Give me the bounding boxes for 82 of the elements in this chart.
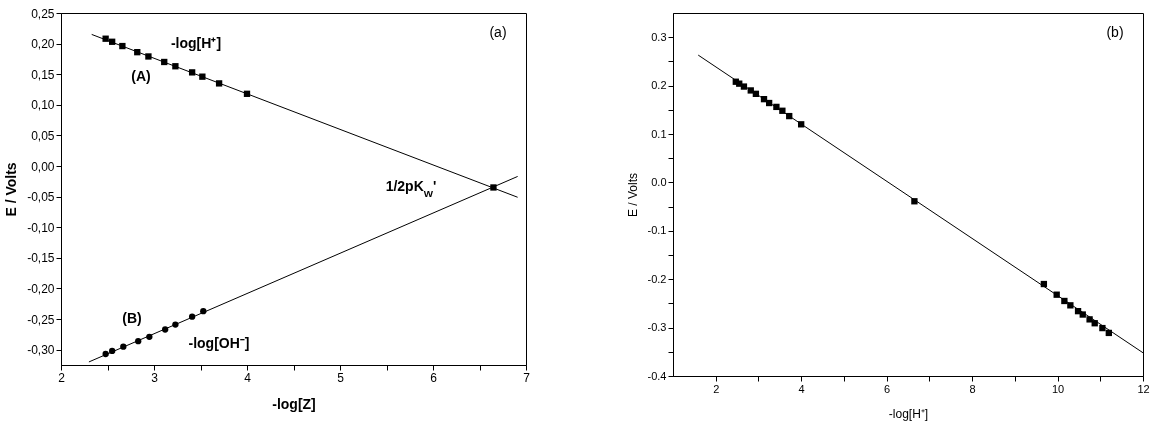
point bbox=[911, 198, 918, 205]
point bbox=[102, 350, 109, 358]
x-tick-label: 6 bbox=[884, 382, 891, 395]
point bbox=[1086, 316, 1093, 323]
point bbox=[747, 87, 754, 94]
point bbox=[200, 307, 207, 315]
annotation: (A) bbox=[131, 68, 151, 84]
y-tick-label: -0.3 bbox=[647, 321, 667, 334]
point bbox=[146, 333, 153, 340]
y-tick-label: -0.2 bbox=[647, 272, 667, 285]
point bbox=[773, 103, 780, 111]
y-tick-label: 0.3 bbox=[651, 30, 667, 43]
x-tick-label: 3 bbox=[151, 370, 159, 385]
point bbox=[108, 38, 116, 45]
annotation: -log[OH⁻] bbox=[188, 335, 250, 351]
point bbox=[1079, 311, 1086, 318]
point bbox=[752, 90, 760, 97]
y-tick-label: -0,25 bbox=[27, 312, 55, 327]
point bbox=[1040, 280, 1048, 288]
x-tick-label: 5 bbox=[337, 370, 345, 385]
x-tick-label: 12 bbox=[1137, 382, 1150, 395]
point bbox=[1099, 324, 1106, 332]
annotation: -log[H⁺] bbox=[170, 35, 222, 51]
point bbox=[243, 90, 251, 97]
annotation: (b) bbox=[1106, 24, 1124, 40]
x-tick-label: 4 bbox=[798, 382, 805, 395]
point bbox=[1061, 297, 1068, 305]
point bbox=[135, 337, 142, 345]
y-tick-label: -0,20 bbox=[27, 281, 55, 296]
y-tick-label: 0,10 bbox=[31, 98, 55, 113]
y-axis-title: E / Volts bbox=[3, 162, 20, 217]
y-axis-title: E / Volts bbox=[625, 172, 640, 218]
point bbox=[102, 35, 109, 42]
point bbox=[161, 58, 168, 66]
x-tick-label: 2 bbox=[58, 370, 66, 385]
point bbox=[215, 80, 223, 87]
point bbox=[145, 53, 152, 60]
point bbox=[120, 343, 127, 350]
point bbox=[188, 69, 196, 76]
point bbox=[199, 73, 206, 80]
y-tick-label: 0,25 bbox=[31, 6, 55, 21]
point bbox=[1067, 302, 1074, 309]
y-tick-label: 0.2 bbox=[651, 79, 667, 92]
point bbox=[108, 347, 116, 355]
point bbox=[119, 42, 126, 50]
y-tick-label: -0,10 bbox=[27, 220, 55, 235]
point bbox=[188, 313, 196, 320]
x-axis-title: -log[Z] bbox=[272, 395, 316, 412]
y-tick-label: 0,20 bbox=[31, 37, 55, 52]
y-tick-label: 0.0 bbox=[651, 175, 667, 188]
y-tick-label: -0.4 bbox=[647, 369, 667, 382]
x-tick-label: 2 bbox=[713, 382, 720, 395]
y-tick-label: -0.1 bbox=[647, 224, 667, 237]
point bbox=[1091, 320, 1098, 327]
y-tick-label: 0,05 bbox=[31, 128, 55, 143]
point bbox=[134, 49, 141, 56]
x-tick-label: 7 bbox=[523, 370, 531, 385]
point bbox=[740, 83, 748, 90]
point bbox=[1105, 329, 1112, 337]
annotation: 1/2pK$_{W}$' bbox=[385, 178, 437, 199]
x-tick-label: 10 bbox=[1051, 382, 1065, 395]
y-tick-label: -0,30 bbox=[27, 343, 55, 358]
point bbox=[798, 121, 805, 128]
y-tick-label: 0,15 bbox=[31, 67, 55, 82]
point bbox=[172, 63, 179, 70]
annotation: (a) bbox=[489, 24, 507, 40]
point bbox=[172, 321, 179, 328]
point bbox=[1053, 291, 1060, 298]
point bbox=[779, 107, 786, 114]
y-tick-label: 0.1 bbox=[651, 127, 667, 140]
y-tick-label: 0,00 bbox=[31, 159, 55, 174]
y-tick-label: -0,05 bbox=[27, 190, 55, 205]
annotation: (B) bbox=[122, 310, 142, 326]
x-tick-label: 8 bbox=[969, 382, 976, 395]
x-tick-label: 4 bbox=[244, 370, 252, 385]
point bbox=[786, 112, 793, 120]
y-tick-label: -0,15 bbox=[27, 251, 55, 266]
x-axis-title: -log[H⁺] bbox=[888, 406, 929, 421]
point bbox=[162, 326, 169, 333]
point bbox=[765, 99, 773, 107]
x-tick-label: 6 bbox=[430, 370, 438, 385]
point bbox=[490, 184, 497, 191]
